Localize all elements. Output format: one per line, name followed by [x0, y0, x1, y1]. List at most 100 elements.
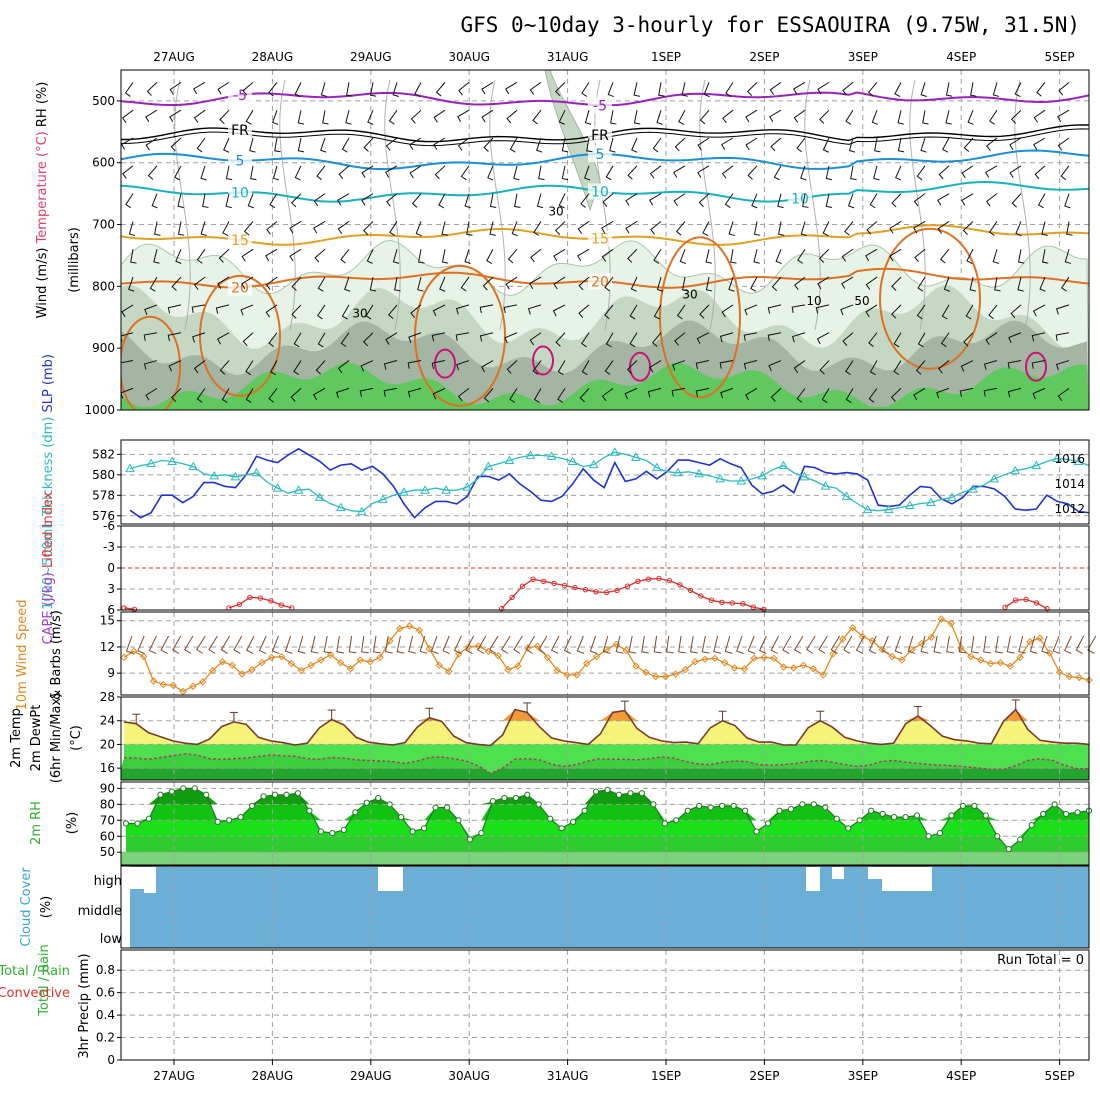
wind-barb [649, 193, 662, 206]
wind-barb [482, 276, 494, 291]
panel-frame-rh2m [120, 781, 1090, 866]
wind-barb [649, 360, 662, 373]
wind-barb [294, 165, 302, 181]
wind-barb [192, 332, 206, 343]
cloud-gap [144, 867, 156, 893]
wind-barb [313, 221, 326, 234]
rh-point [352, 809, 359, 816]
axis-label: (%) [65, 812, 80, 835]
isotherm-20-pocket [121, 315, 181, 410]
wind-speed-point [396, 624, 404, 633]
rh-point [145, 815, 153, 822]
wind-barb [340, 332, 350, 348]
wind-barb [477, 635, 487, 654]
rh-point [271, 791, 279, 798]
wind-barb [615, 635, 624, 654]
wind-barb [293, 332, 302, 348]
rh-point [581, 807, 588, 814]
wind-barb [713, 635, 721, 654]
wind-barb [602, 193, 614, 207]
wind-barb [869, 360, 878, 376]
ytick-label: 90 [100, 781, 115, 795]
rh-label: 50 [854, 294, 869, 308]
wind-barb [455, 304, 470, 315]
wind-barb [341, 137, 350, 153]
thickness-point [820, 481, 831, 490]
wind-barb [699, 304, 710, 319]
wind-barb [793, 81, 806, 95]
wind-barb [581, 332, 590, 348]
wind-speed-point [986, 659, 995, 668]
ytick-label: 800 [92, 279, 115, 293]
wind-speed-point [435, 661, 443, 670]
thickness-point [673, 467, 683, 477]
wind-barb [369, 82, 377, 97]
wind-barb [513, 635, 523, 654]
wind-barb [946, 635, 954, 654]
wind-barb [942, 137, 950, 153]
ytick-label: 80 [100, 797, 115, 811]
run-total-label: Run Total = 0 [997, 953, 1084, 968]
wind-barb [269, 193, 278, 209]
thickness-point [167, 456, 178, 466]
wind-barb [396, 635, 405, 654]
wind-barb [553, 248, 566, 262]
axis-label: 10m Wind Speed [15, 600, 30, 711]
wind-barb [438, 193, 446, 209]
wind-barb [1061, 276, 1070, 292]
wind-barb [196, 388, 206, 403]
wind-barb [460, 276, 470, 292]
wind-barb [850, 165, 857, 181]
wind-barb [577, 221, 590, 234]
wind-speed-point [730, 664, 739, 672]
wind-barb [290, 387, 302, 402]
thickness-point [188, 461, 199, 471]
rh-point [203, 791, 210, 798]
date-label-bottom: 28AUG [252, 1069, 294, 1083]
wind-barb [769, 109, 782, 123]
wind-barb [1087, 635, 1097, 654]
li-point [1012, 597, 1019, 603]
thickness-point [546, 451, 557, 460]
wind-barb [983, 635, 991, 654]
thickness-point [799, 471, 810, 481]
wind-barb [153, 249, 160, 264]
rh-point [340, 826, 347, 833]
wind-barb [963, 137, 974, 153]
wind-barb [1036, 82, 1046, 97]
wind-barb [891, 193, 902, 208]
wind-barb [894, 635, 903, 654]
wind-barb [145, 109, 158, 123]
wind-barb [775, 249, 782, 264]
wind-barb [601, 387, 614, 402]
wind-barb [1010, 109, 1022, 124]
rh-point [936, 829, 944, 837]
wind-barb [388, 109, 398, 125]
wind-barb [174, 165, 182, 181]
wind-barb [284, 635, 293, 654]
ytick-label: 16 [100, 761, 115, 775]
wind-speed-point [543, 653, 552, 662]
isotherm-label-bg [228, 232, 252, 249]
wind-barb [938, 165, 950, 180]
wind-barb [1055, 304, 1070, 315]
rh-point [317, 828, 324, 835]
wind-barb [183, 635, 194, 654]
rh-point [237, 814, 244, 821]
rh-point [764, 820, 772, 827]
thickness-point [883, 504, 894, 514]
wind-barb [867, 82, 878, 97]
wind-barb [745, 109, 758, 123]
wind-barb [988, 304, 998, 320]
wind-barb [627, 165, 638, 180]
axis-label-part: Speed [15, 600, 30, 645]
wind-barb [819, 109, 830, 124]
isotherm-label-bg [228, 279, 252, 296]
wind-barb [143, 332, 158, 341]
wind-speed-point [139, 652, 148, 661]
isotherm-label: FR [231, 123, 249, 139]
ytick-label: 900 [92, 341, 115, 355]
wind-barb [771, 276, 782, 292]
ytick-label: 580 [92, 468, 115, 482]
date-label-top: 30AUG [448, 50, 490, 64]
